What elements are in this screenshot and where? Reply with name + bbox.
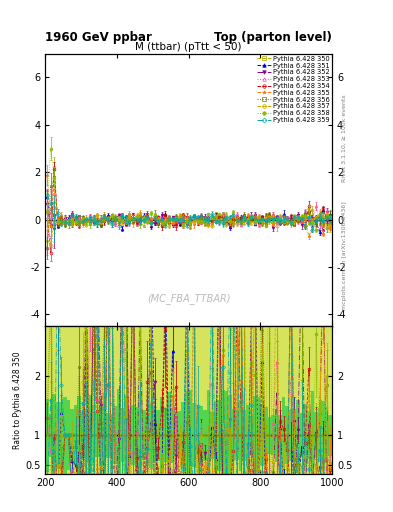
Legend: Pythia 6.428 350, Pythia 6.428 351, Pythia 6.428 352, Pythia 6.428 353, Pythia 6: Pythia 6.428 350, Pythia 6.428 351, Pyth… (256, 55, 331, 123)
Title: M (ttbar) (pTtt < 50): M (ttbar) (pTtt < 50) (136, 41, 242, 52)
Text: mcplots.cern.ch [arXiv:1306.3436]: mcplots.cern.ch [arXiv:1306.3436] (342, 202, 347, 310)
Text: 1960 GeV ppbar: 1960 GeV ppbar (45, 31, 152, 44)
Text: Top (parton level): Top (parton level) (214, 31, 332, 44)
Text: (MC_FBA_TTBAR): (MC_FBA_TTBAR) (147, 293, 230, 305)
Text: Rivet 3.1.10, ≥ 100k events: Rivet 3.1.10, ≥ 100k events (342, 94, 347, 182)
Y-axis label: Ratio to Pythia 6.428 350: Ratio to Pythia 6.428 350 (13, 351, 22, 449)
